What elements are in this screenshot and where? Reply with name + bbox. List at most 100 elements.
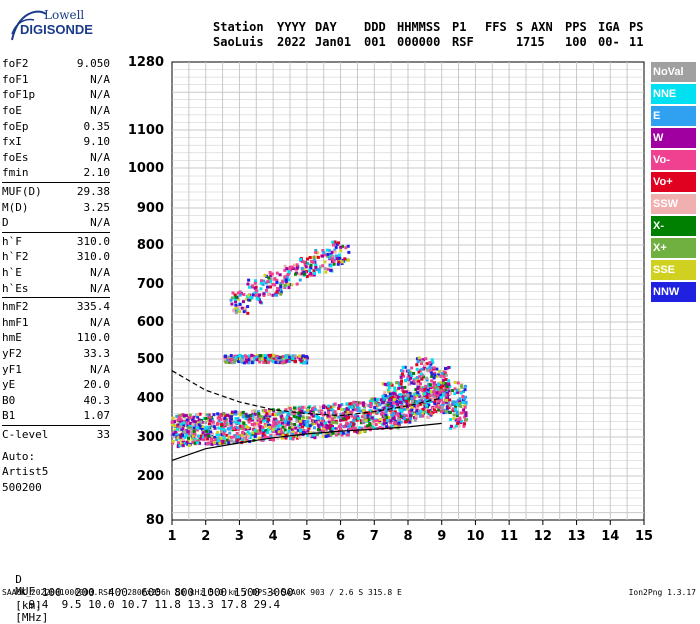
echo-point [396,423,400,427]
echo-point [278,423,282,427]
echo-point [286,273,290,277]
echo-point [439,395,443,399]
echo-point [427,403,431,407]
echo-point [394,399,398,403]
param-row: hmE 110.0 [2,330,110,346]
echo-point [314,414,318,418]
echo-point [170,423,174,427]
param-value: N/A [90,315,110,329]
echo-point [207,422,211,426]
polarization-legend: NoVal NNE E W Vo- Vo+ SSW X- X+ SSE NNW [651,62,696,304]
header-value: 1 [516,35,524,49]
param-row: foF2 9.050 [2,56,110,72]
echo-point [172,432,176,436]
echo-point [422,367,426,371]
echo-point [312,269,316,273]
echo-point [186,426,190,430]
echo-point [306,420,310,424]
x-tick-label: 2 [201,529,210,544]
echo-point [396,400,400,404]
echo-point [455,390,459,394]
echo-point [329,268,333,272]
echo-point [230,439,234,443]
echo-point [290,432,294,436]
echo-point [298,278,302,282]
echo-point [271,360,275,364]
echo-point [215,436,219,440]
echo-point [316,255,320,259]
echo-point [451,388,455,392]
echo-point [329,433,333,437]
echo-point [430,374,434,378]
echo-point [428,383,432,387]
echo-point [394,421,398,425]
echo-point [346,244,350,248]
echo-point [321,419,325,423]
echo-point [253,281,257,285]
param-label: C-level [2,427,49,441]
echo-point [347,416,351,420]
echo-point [418,394,422,398]
echo-point [230,296,234,300]
echo-point [321,434,325,438]
echo-point [262,279,266,283]
echo-point [453,392,457,396]
param-value: N/A [90,362,110,376]
y-tick-label: 600 [137,315,164,330]
echo-point [273,277,277,281]
echo-point [390,424,394,428]
echo-point [210,420,214,424]
echo-point [319,412,323,416]
echo-point [392,423,396,427]
echo-point [205,437,209,441]
echo-point [381,382,385,386]
echo-point [314,255,318,259]
echo-point [221,433,225,437]
echo-point [350,405,354,409]
echo-point [395,381,399,385]
echo-point [247,354,251,358]
echo-point [260,357,264,361]
echo-point [271,412,275,416]
echo-point [181,433,185,437]
echo-point [280,436,284,440]
param-value: 29.38 [76,185,110,199]
echo-point [218,418,222,422]
echo-point [374,423,378,427]
echo-point [423,394,427,398]
echo-point [400,397,404,401]
echo-point [354,403,358,407]
echo-point [433,392,437,396]
echo-point [282,424,286,428]
echo-point [378,420,382,424]
echo-point [313,421,317,425]
echo-point [396,417,400,421]
echo-point [368,409,372,413]
echo-point [340,414,344,418]
echo-point [204,425,208,429]
echo-point [190,429,194,433]
echo-point [364,403,368,407]
echo-point [370,397,374,401]
echo-point [446,406,450,410]
echo-point [233,425,237,429]
echo-point [229,298,233,302]
x-tick-label: 12 [534,529,552,544]
echo-point [326,431,330,435]
echo-point [269,274,273,278]
echo-point [292,263,296,267]
echo-point [459,391,463,395]
echo-point [393,386,397,390]
echo-point [403,365,407,369]
echo-point [390,412,394,416]
echo-point [326,425,330,429]
echo-point [302,267,306,271]
echo-point [418,414,422,418]
echo-point [301,415,305,419]
distance-label: D [15,573,22,586]
echo-point [279,288,283,292]
echo-point [307,426,311,430]
echo-point [323,253,327,257]
echo-point [448,426,452,430]
echo-point [248,436,252,440]
